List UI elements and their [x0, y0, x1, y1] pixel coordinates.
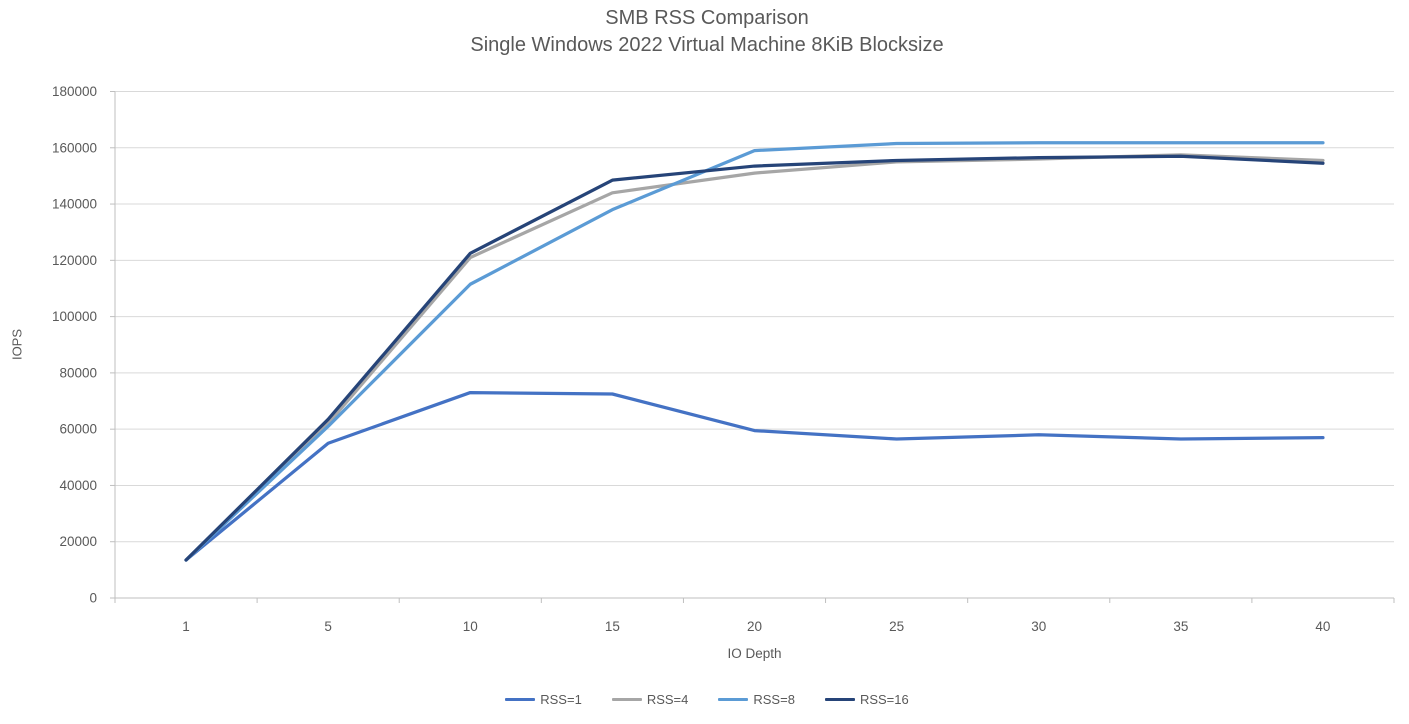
- legend-line-swatch: [718, 698, 749, 701]
- y-tick-label: 120000: [52, 253, 97, 268]
- legend-item-rss-16: RSS=16: [824, 692, 909, 707]
- series-line-rss-16: [184, 154, 1325, 562]
- y-tick-label: 160000: [52, 140, 97, 155]
- chart-title: SMB RSS Comparison: [605, 7, 809, 29]
- x-tick-label: 5: [324, 619, 332, 634]
- legend-item-rss-4: RSS=4: [611, 692, 689, 707]
- legend-label: RSS=4: [646, 692, 689, 707]
- y-tick-label: 140000: [52, 197, 97, 212]
- y-tick-label: 20000: [59, 534, 97, 549]
- x-tick-label: 35: [1173, 619, 1188, 634]
- y-tick-label: 180000: [52, 84, 97, 99]
- legend-label: RSS=1: [540, 692, 582, 707]
- legend-label: RSS=8: [753, 692, 795, 707]
- x-tick-label: 15: [605, 619, 620, 634]
- y-axis-title: IOPS: [9, 328, 25, 361]
- x-tick-label: 20: [747, 619, 762, 634]
- x-axis-title: IO Depth: [727, 646, 782, 661]
- series-line-rss-1: [184, 390, 1325, 562]
- legend-line-swatch: [505, 698, 536, 701]
- legend-line-swatch: [611, 698, 642, 701]
- x-tick-label: 40: [1315, 619, 1330, 634]
- legend-label: RSS=16: [859, 692, 909, 707]
- series-line-rss-8: [184, 141, 1325, 562]
- legend-line-swatch: [824, 698, 855, 701]
- series-line-rss-4: [184, 153, 1325, 562]
- legend-item-rss-1: RSS=1: [505, 692, 582, 707]
- x-tick-label: 25: [889, 619, 904, 634]
- y-tick-label: 60000: [59, 422, 97, 437]
- x-tick-label: 10: [463, 619, 478, 634]
- y-tick-label: 100000: [52, 309, 97, 324]
- y-tick-label: 80000: [59, 365, 97, 380]
- x-tick-label: 1: [182, 619, 190, 634]
- legend: RSS=1 RSS=4 RSS=8 RSS=16: [0, 692, 1409, 707]
- x-tick-label: 30: [1031, 619, 1046, 634]
- chart-title-block: SMB RSS Comparison Single Windows 2022 V…: [0, 5, 1409, 59]
- y-tick-label: 0: [89, 591, 97, 606]
- legend-item-rss-8: RSS=8: [718, 692, 795, 707]
- chart-subtitle: Single Windows 2022 Virtual Machine 8KiB…: [470, 34, 944, 56]
- y-tick-label: 40000: [59, 478, 97, 493]
